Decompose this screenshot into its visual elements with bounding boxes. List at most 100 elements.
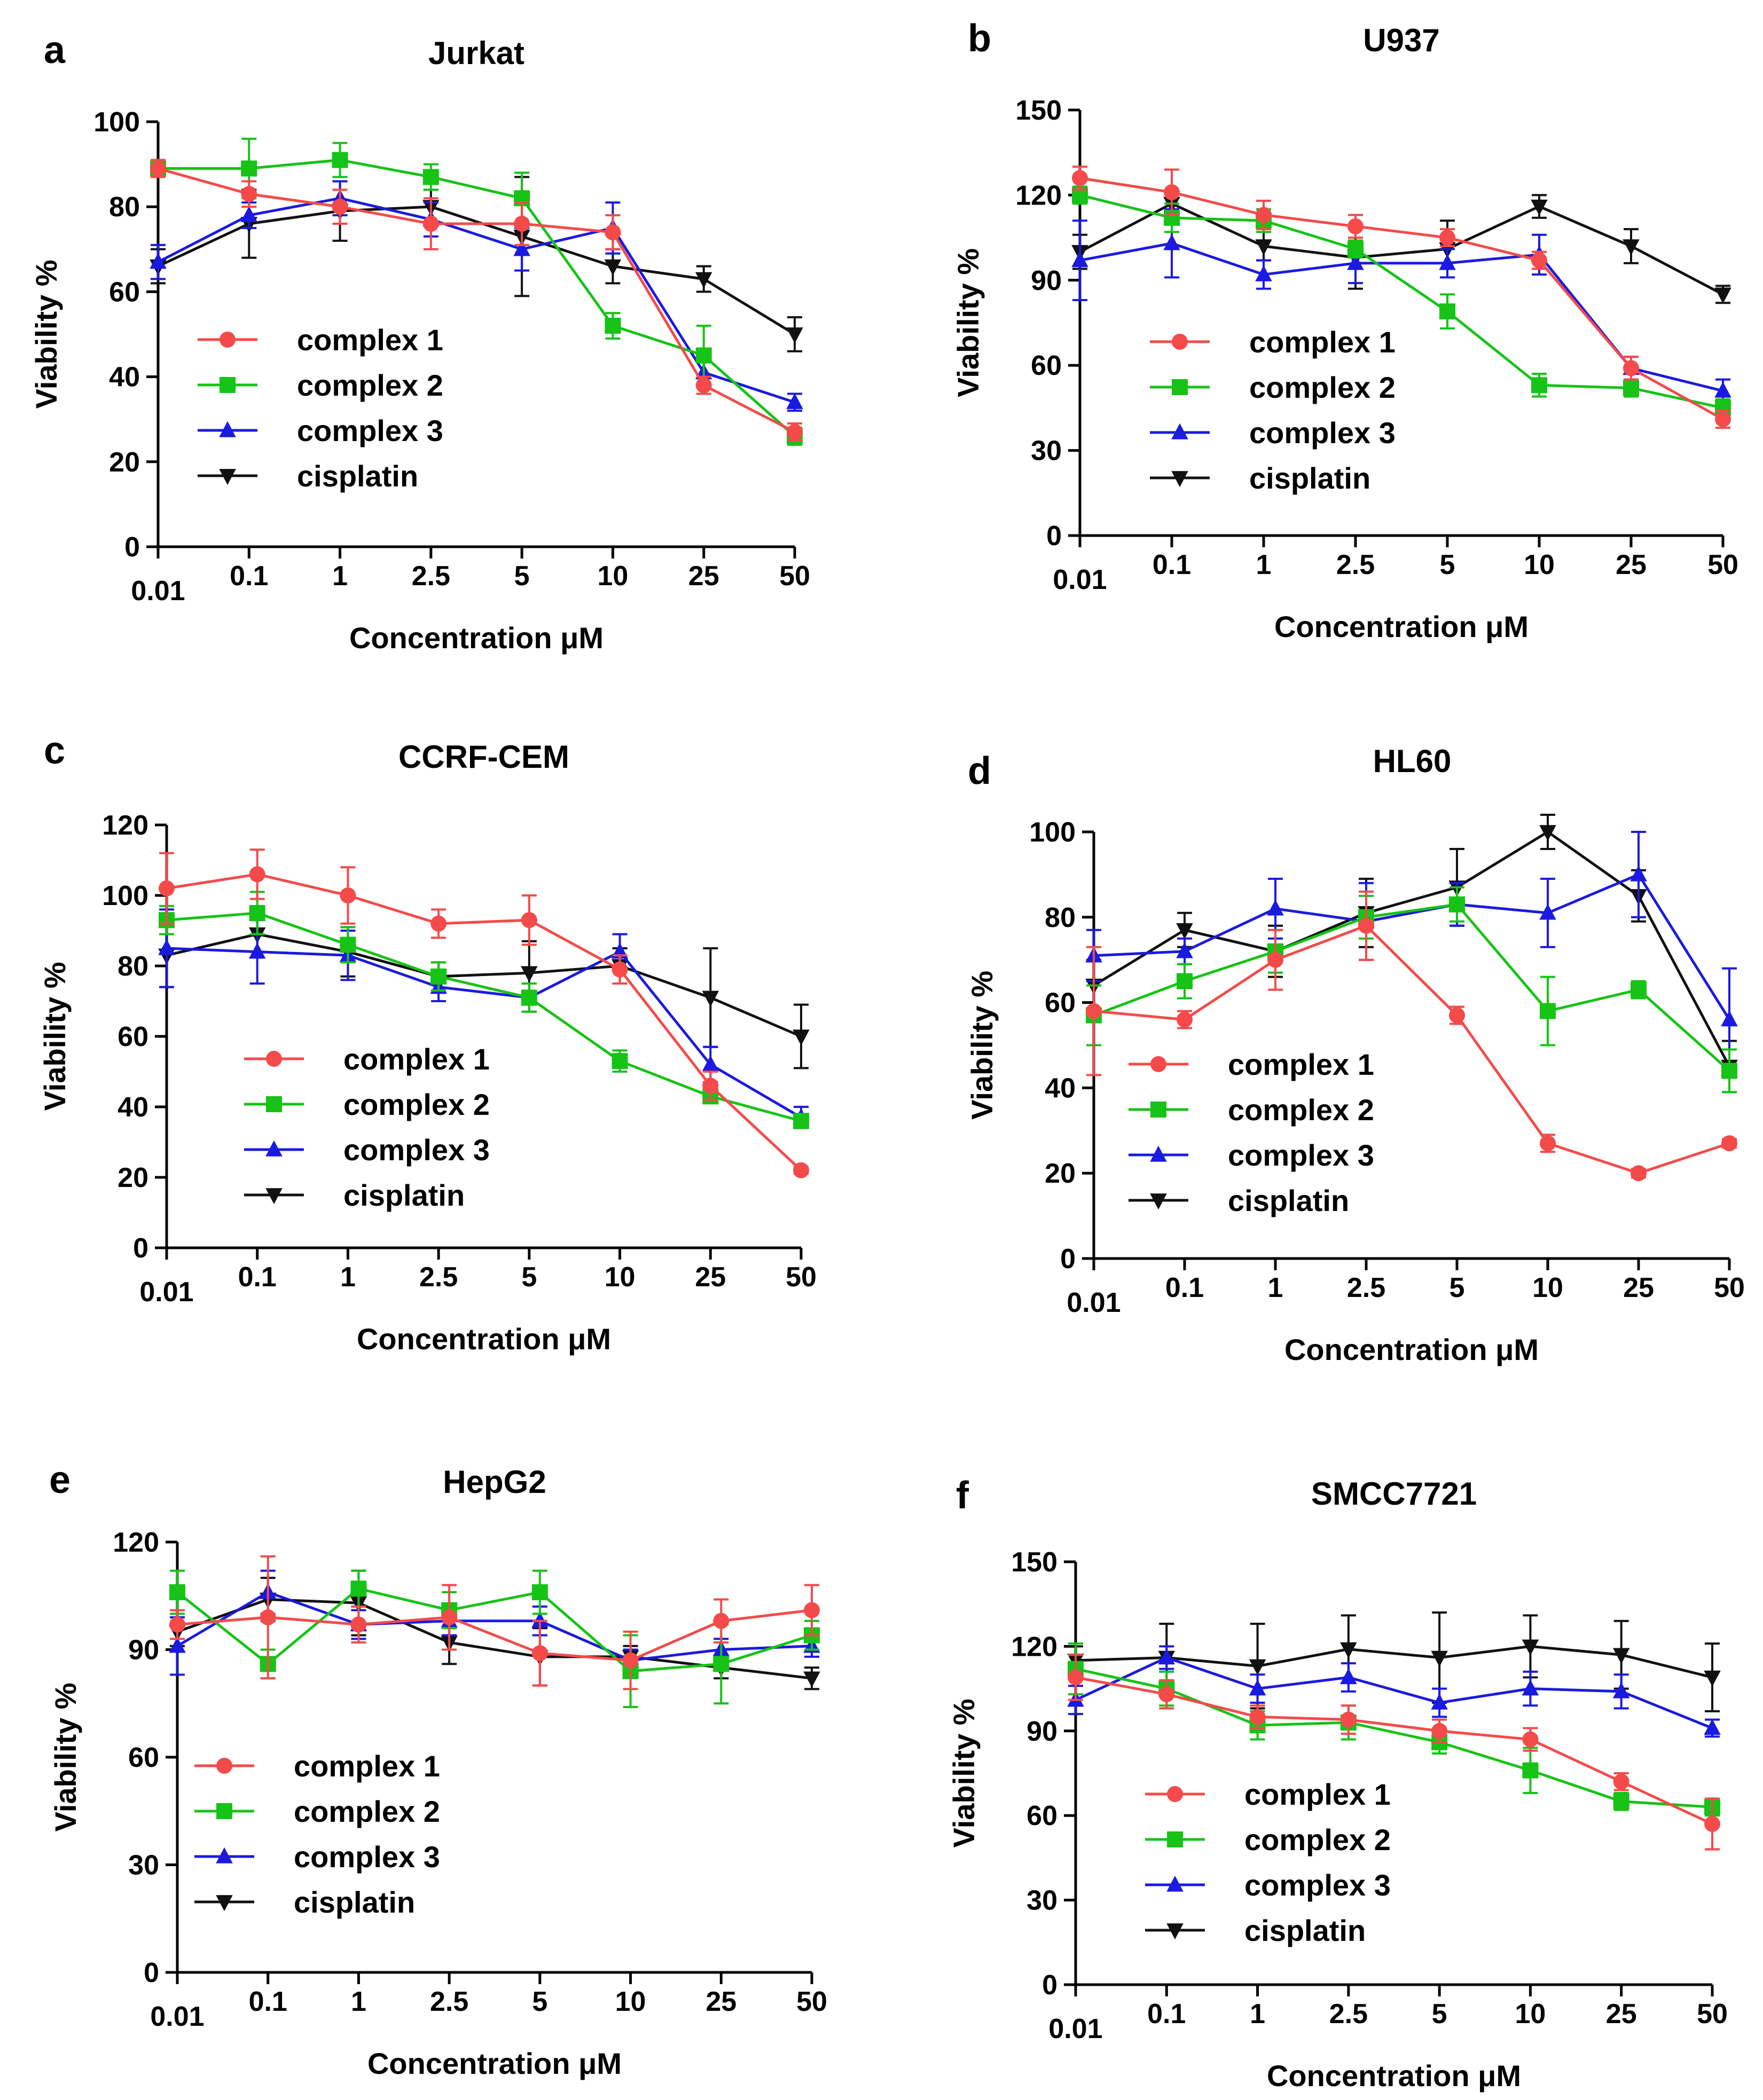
data-point	[1176, 942, 1193, 958]
x-tick-label: 25	[706, 1986, 736, 2017]
legend-marker	[216, 1803, 232, 1819]
series-line	[1093, 830, 1731, 1067]
series-line	[177, 1609, 812, 1662]
data-point	[1340, 1668, 1357, 1685]
legend-marker	[265, 1140, 283, 1157]
data-point	[1449, 1007, 1465, 1024]
legend-marker	[1150, 1056, 1166, 1072]
x-tick-label: 0.1	[1153, 549, 1191, 580]
data-point	[1612, 1648, 1630, 1664]
data-point	[1177, 973, 1193, 989]
legend-label: cisplatin	[294, 1885, 415, 1919]
series-complex-1	[169, 1555, 820, 1690]
y-axis-label: Viability %	[29, 259, 63, 408]
legend-label: complex 2	[297, 368, 443, 402]
legend-marker	[1167, 1831, 1183, 1847]
data-point	[622, 1652, 639, 1669]
legend-label: complex 2	[1244, 1823, 1391, 1857]
data-point	[513, 240, 530, 256]
series-line	[1093, 872, 1731, 1020]
x-tick-label: 2.5	[430, 1986, 468, 2017]
chart-title: SMCC7721	[1311, 1476, 1477, 1512]
x-tick-label: 0.01	[1067, 1287, 1121, 1318]
data-point	[1439, 230, 1455, 246]
x-tick-label: 1	[1250, 1999, 1265, 2030]
legend-marker	[219, 421, 236, 437]
data-point	[702, 1077, 719, 1094]
data-point	[1068, 1669, 1084, 1686]
panel-letter: b	[968, 17, 991, 60]
panel-letter: e	[49, 1459, 70, 1501]
y-tick-label: 60	[109, 277, 140, 308]
series-complex-1	[150, 159, 803, 442]
data-point	[1613, 1773, 1629, 1790]
data-point	[169, 1584, 185, 1601]
y-tick-label: 20	[117, 1162, 148, 1193]
x-axis-label: Concentration μM	[367, 2047, 622, 2080]
data-point	[169, 1616, 185, 1633]
data-point	[1431, 1693, 1448, 1710]
x-tick-label: 2.5	[1329, 1999, 1368, 2030]
legend-label: cisplatin	[1228, 1184, 1349, 1217]
x-tick-label: 0.1	[1147, 1999, 1186, 2030]
y-tick-label: 30	[1027, 1885, 1057, 1916]
series-complex-1	[159, 848, 809, 1178]
series-line	[157, 205, 796, 336]
x-tick-label: 50	[1714, 1272, 1745, 1303]
data-point	[1177, 1011, 1193, 1028]
legend-marker	[1150, 1102, 1166, 1118]
legend-label: complex 3	[1249, 416, 1396, 450]
data-point	[1267, 951, 1283, 968]
data-point	[786, 327, 803, 344]
y-tick-label: 40	[1045, 1073, 1076, 1104]
legend-marker	[220, 377, 236, 393]
data-point	[340, 887, 356, 903]
legend-label: complex 1	[294, 1749, 440, 1783]
legend-marker	[1167, 1786, 1183, 1802]
data-point	[1431, 1723, 1448, 1739]
x-tick-label: 1	[1256, 549, 1272, 580]
series-line	[1079, 177, 1724, 421]
panel-letter: d	[968, 750, 991, 792]
panel-letter: c	[44, 729, 65, 772]
series-line	[1075, 1668, 1713, 1808]
y-tick-label: 20	[1045, 1158, 1076, 1189]
x-tick-label: 10	[1532, 1272, 1563, 1303]
data-point	[340, 937, 356, 953]
y-tick-label: 120	[113, 1527, 159, 1558]
data-point	[1340, 1642, 1357, 1658]
data-point	[1623, 380, 1639, 396]
panel-a: a Jurkat 0 20 40 60 80 100 0.01 0.1 1 2.5 5 10 25 50 Con…	[29, 29, 810, 655]
data-point	[1249, 1679, 1266, 1696]
y-axis-label: Viability %	[965, 971, 999, 1120]
data-point	[1439, 303, 1455, 320]
legend: complex 1 complex 2 complex 3 cisplatin	[1129, 1048, 1374, 1217]
x-tick-label: 5	[1432, 1999, 1447, 2030]
chart-title: HL60	[1373, 743, 1452, 779]
y-tick-label: 0	[1046, 521, 1062, 552]
x-tick-label: 0.1	[249, 1986, 287, 2017]
series-line	[158, 167, 796, 434]
y-tick-label: 0	[1042, 1970, 1057, 2001]
x-tick-label: 5	[1440, 549, 1455, 580]
legend-label: complex 1	[1244, 1777, 1391, 1811]
y-tick-label: 60	[1027, 1800, 1057, 1831]
y-axis-label: Viability %	[947, 1698, 981, 1847]
x-axis-label: Concentration μM	[357, 1322, 611, 1356]
series-cisplatin	[150, 176, 803, 352]
data-point	[1267, 899, 1284, 916]
y-tick-label: 90	[1027, 1716, 1057, 1747]
legend-label: complex 2	[1228, 1093, 1374, 1127]
data-point	[1715, 411, 1731, 428]
data-point	[1449, 896, 1465, 913]
x-tick-label: 0.01	[1053, 564, 1107, 595]
data-point	[702, 990, 719, 1007]
panel-f: f SMCC7721 0 30 60 90 120 150 0.01 0.1 1 2.5 5 10 25 50…	[947, 1474, 1728, 2093]
y-tick-label: 0	[133, 1233, 148, 1264]
data-point	[1531, 252, 1547, 269]
panel-letter: a	[44, 29, 66, 72]
data-point	[1163, 234, 1180, 250]
series-line	[157, 196, 795, 404]
x-tick-label: 2.5	[1336, 549, 1375, 580]
